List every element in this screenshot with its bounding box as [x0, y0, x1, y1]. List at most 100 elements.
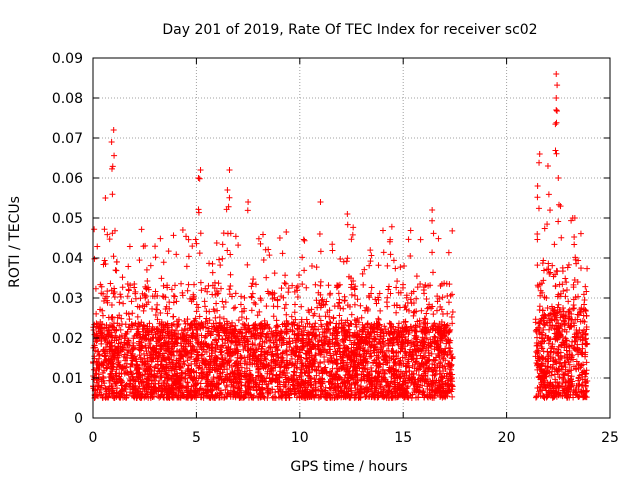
data-point — [220, 230, 227, 237]
data-point — [238, 314, 245, 321]
data-point — [371, 380, 378, 387]
data-point — [190, 293, 197, 300]
data-point — [246, 356, 253, 363]
data-point — [409, 348, 416, 355]
data-point — [172, 338, 179, 345]
data-point — [99, 312, 106, 319]
data-point — [282, 374, 289, 381]
data-point — [130, 386, 137, 393]
data-point — [173, 298, 180, 305]
data-point — [534, 262, 541, 269]
data-point — [363, 304, 370, 311]
data-point — [185, 236, 192, 243]
data-point — [232, 371, 239, 378]
data-point — [403, 294, 410, 301]
data-point — [207, 356, 214, 363]
data-point — [134, 392, 141, 399]
data-point — [437, 339, 444, 346]
data-point — [570, 281, 577, 288]
data-point — [335, 342, 342, 349]
data-point — [116, 299, 123, 306]
data-point — [326, 291, 333, 298]
data-point — [210, 320, 217, 327]
data-point — [202, 340, 209, 347]
data-point — [262, 356, 269, 363]
data-point — [101, 380, 108, 387]
data-point — [402, 318, 409, 325]
data-point — [253, 383, 260, 390]
data-point — [302, 339, 309, 346]
data-point — [169, 376, 176, 383]
data-point — [148, 358, 155, 365]
data-point — [391, 375, 398, 382]
data-point — [230, 305, 237, 312]
data-point — [322, 313, 329, 320]
data-point — [146, 320, 153, 327]
data-point — [217, 349, 224, 356]
data-point — [375, 338, 382, 345]
data-point — [124, 369, 131, 376]
data-point — [238, 389, 245, 396]
data-point — [241, 294, 248, 301]
data-point — [185, 253, 192, 260]
data-point — [249, 280, 256, 287]
data-point — [219, 241, 226, 248]
data-point — [106, 355, 113, 362]
data-point — [239, 330, 246, 337]
data-point — [440, 368, 447, 375]
data-point — [313, 297, 320, 304]
data-point — [265, 387, 272, 394]
data-point — [380, 392, 387, 399]
data-point — [398, 328, 405, 335]
data-point — [104, 337, 111, 344]
data-point — [298, 316, 305, 323]
data-point — [228, 364, 235, 371]
data-point — [128, 321, 135, 328]
data-point — [170, 292, 177, 299]
data-point — [350, 344, 357, 351]
data-point — [139, 362, 146, 369]
data-point — [424, 376, 431, 383]
data-point — [213, 362, 220, 369]
data-point — [197, 325, 204, 332]
data-point — [286, 335, 293, 342]
data-point — [257, 360, 264, 367]
data-point — [164, 324, 171, 331]
data-point — [366, 294, 373, 301]
data-point — [302, 350, 309, 357]
data-point — [162, 294, 169, 301]
data-point — [308, 381, 315, 388]
data-point — [574, 278, 581, 285]
data-point — [158, 372, 165, 379]
data-point — [199, 365, 206, 372]
data-point — [351, 286, 358, 293]
data-point — [401, 263, 408, 270]
data-point — [128, 298, 135, 305]
data-point — [348, 311, 355, 318]
data-point — [333, 320, 340, 327]
data-point — [386, 357, 393, 364]
data-point — [312, 352, 319, 359]
data-point — [263, 331, 270, 338]
data-point — [303, 390, 310, 397]
data-point — [345, 322, 352, 329]
data-point — [352, 321, 359, 328]
data-point — [366, 371, 373, 378]
data-point — [119, 321, 126, 328]
data-point — [129, 357, 136, 364]
data-point — [340, 258, 347, 265]
data-point — [125, 337, 132, 344]
data-point — [331, 376, 338, 383]
data-point — [366, 262, 373, 269]
data-point — [408, 339, 415, 346]
data-point — [364, 348, 371, 355]
data-point — [348, 387, 355, 394]
data-point — [169, 332, 176, 339]
data-point — [132, 389, 139, 396]
data-point — [249, 352, 256, 359]
data-point — [296, 346, 303, 353]
data-point — [198, 394, 205, 401]
data-point — [152, 288, 159, 295]
data-point — [326, 384, 333, 391]
data-point — [371, 375, 378, 382]
